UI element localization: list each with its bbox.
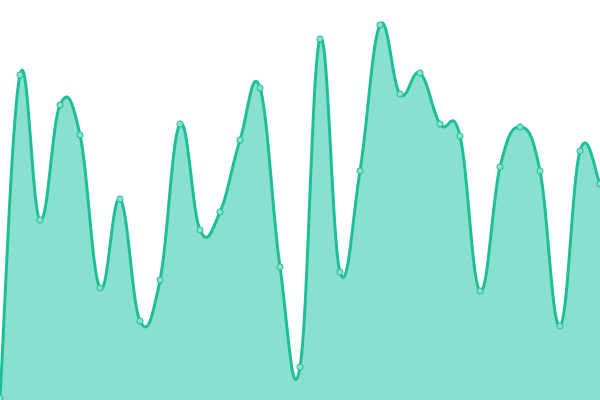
data-point-23: [456, 132, 464, 140]
data-point-2: [36, 216, 44, 224]
data-point-13: [256, 84, 264, 92]
data-point-26: [516, 123, 524, 131]
data-point-9: [176, 120, 184, 128]
data-point-11: [216, 208, 224, 216]
data-point-5: [96, 284, 104, 292]
data-point-1: [16, 71, 24, 79]
data-point-15: [296, 363, 304, 371]
data-point-24: [476, 287, 484, 295]
data-point-4: [76, 131, 84, 139]
data-point-29: [576, 147, 584, 155]
data-point-19: [376, 21, 384, 29]
data-point-16: [316, 35, 324, 43]
data-point-25: [496, 163, 504, 171]
data-markers: [0, 21, 600, 400]
data-point-8: [156, 276, 164, 284]
data-point-0: [0, 394, 4, 400]
data-point-6: [116, 195, 124, 203]
data-point-3: [56, 101, 64, 109]
data-point-27: [536, 167, 544, 175]
data-point-17: [336, 268, 344, 276]
data-point-30: [596, 180, 600, 188]
data-point-12: [236, 136, 244, 144]
data-point-7: [136, 317, 144, 325]
data-point-22: [436, 120, 444, 128]
data-point-14: [276, 263, 284, 271]
series-line: [0, 21, 600, 399]
data-point-18: [356, 167, 364, 175]
data-point-20: [396, 90, 404, 98]
data-point-21: [416, 69, 424, 77]
data-point-28: [556, 322, 564, 330]
area-fill: [0, 22, 600, 400]
data-point-10: [196, 226, 204, 234]
